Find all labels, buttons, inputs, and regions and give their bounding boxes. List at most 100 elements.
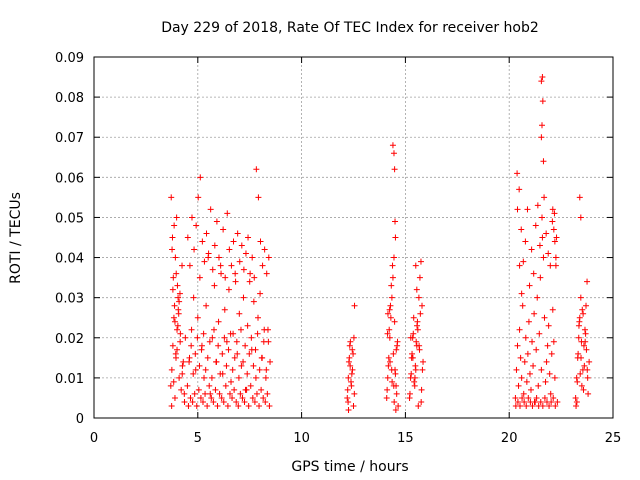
data-point — [237, 390, 244, 397]
data-point — [390, 150, 397, 157]
data-point — [222, 274, 229, 281]
data-point — [580, 342, 587, 349]
data-point — [251, 274, 258, 281]
data-point — [174, 322, 181, 329]
data-point — [543, 230, 550, 237]
data-point — [212, 386, 219, 393]
x-tick-label: 10 — [293, 431, 310, 446]
data-point — [193, 402, 200, 409]
data-point — [419, 302, 426, 309]
data-point — [554, 398, 561, 405]
data-point — [384, 386, 391, 393]
data-point — [407, 334, 414, 341]
data-point — [187, 394, 194, 401]
data-point — [514, 342, 521, 349]
data-point — [539, 122, 546, 129]
data-point — [211, 242, 218, 249]
data-point — [518, 290, 525, 297]
data-point — [388, 282, 395, 289]
data-point — [583, 346, 590, 353]
data-point — [197, 394, 204, 401]
data-point — [174, 346, 181, 353]
data-point — [235, 374, 242, 381]
data-point — [251, 398, 258, 405]
data-point — [512, 394, 519, 401]
x-axis-label: GPS time / hours — [291, 459, 408, 475]
data-point — [538, 78, 545, 85]
data-point — [411, 378, 418, 385]
data-point — [179, 362, 186, 369]
data-point — [522, 238, 529, 245]
data-point — [575, 334, 582, 341]
data-point — [186, 262, 193, 269]
data-point — [583, 302, 590, 309]
data-point — [241, 398, 248, 405]
data-point — [575, 350, 582, 357]
data-point — [527, 386, 534, 393]
data-point — [388, 366, 395, 373]
data-point — [185, 402, 192, 409]
data-point — [536, 242, 543, 249]
data-point — [171, 318, 178, 325]
data-point — [257, 290, 264, 297]
data-point — [220, 226, 227, 233]
data-point — [535, 382, 542, 389]
data-point — [545, 322, 552, 329]
data-point — [179, 262, 186, 269]
data-point — [225, 286, 232, 293]
data-point — [522, 334, 529, 341]
data-point — [523, 378, 530, 385]
data-point — [537, 274, 544, 281]
data-point — [410, 314, 417, 321]
data-point — [208, 374, 215, 381]
data-point — [213, 358, 220, 365]
data-point — [420, 358, 427, 365]
data-point — [549, 206, 556, 213]
data-point — [541, 314, 548, 321]
data-point — [177, 330, 184, 337]
data-points — [167, 74, 593, 413]
data-point — [207, 390, 214, 397]
data-point — [521, 398, 528, 405]
data-point — [383, 394, 390, 401]
data-point — [390, 350, 397, 357]
data-point — [265, 254, 272, 261]
data-point — [344, 386, 351, 393]
data-point — [384, 374, 391, 381]
data-point — [391, 398, 398, 405]
data-point — [574, 378, 581, 385]
data-point — [545, 250, 552, 257]
data-point — [540, 158, 547, 165]
data-point — [188, 342, 195, 349]
data-point — [208, 394, 215, 401]
data-point — [577, 214, 584, 221]
data-point — [236, 258, 243, 265]
y-tick-label: 0.03 — [55, 292, 84, 307]
y-tick-label: 0.05 — [55, 211, 84, 226]
x-tick-label: 15 — [397, 431, 414, 446]
data-point — [577, 294, 584, 301]
data-point — [586, 358, 593, 365]
data-point — [234, 230, 241, 237]
data-point — [585, 390, 592, 397]
data-point — [167, 382, 174, 389]
x-axis-ticks: 0 5 10 15 20 25 — [90, 57, 621, 446]
data-point — [168, 366, 175, 373]
data-point — [184, 234, 191, 241]
data-point — [247, 382, 254, 389]
data-point — [584, 278, 591, 285]
y-tick-label: 0 — [76, 412, 84, 427]
data-point — [547, 262, 554, 269]
data-point — [227, 330, 234, 337]
data-point — [179, 370, 186, 377]
data-point — [410, 330, 417, 337]
data-point — [176, 290, 183, 297]
y-axis-ticks: 0 0.01 0.02 0.03 0.04 0.05 0.06 0.07 0.08 0.09 — [55, 51, 613, 427]
data-point — [202, 390, 209, 397]
data-point — [257, 238, 264, 245]
data-point — [191, 390, 198, 397]
data-point — [516, 186, 523, 193]
data-point — [210, 326, 217, 333]
data-point — [263, 270, 270, 277]
data-point — [233, 398, 240, 405]
